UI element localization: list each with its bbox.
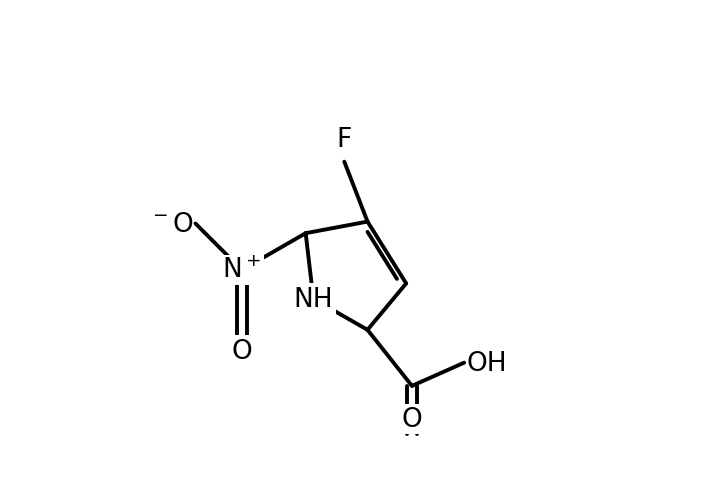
Text: N$^+$: N$^+$ (223, 257, 261, 284)
Text: F: F (337, 127, 352, 153)
Text: OH: OH (466, 350, 507, 376)
Text: O: O (402, 406, 423, 432)
Text: NH: NH (293, 287, 333, 312)
Text: $^-$O: $^-$O (149, 211, 194, 237)
Text: O: O (232, 338, 252, 364)
